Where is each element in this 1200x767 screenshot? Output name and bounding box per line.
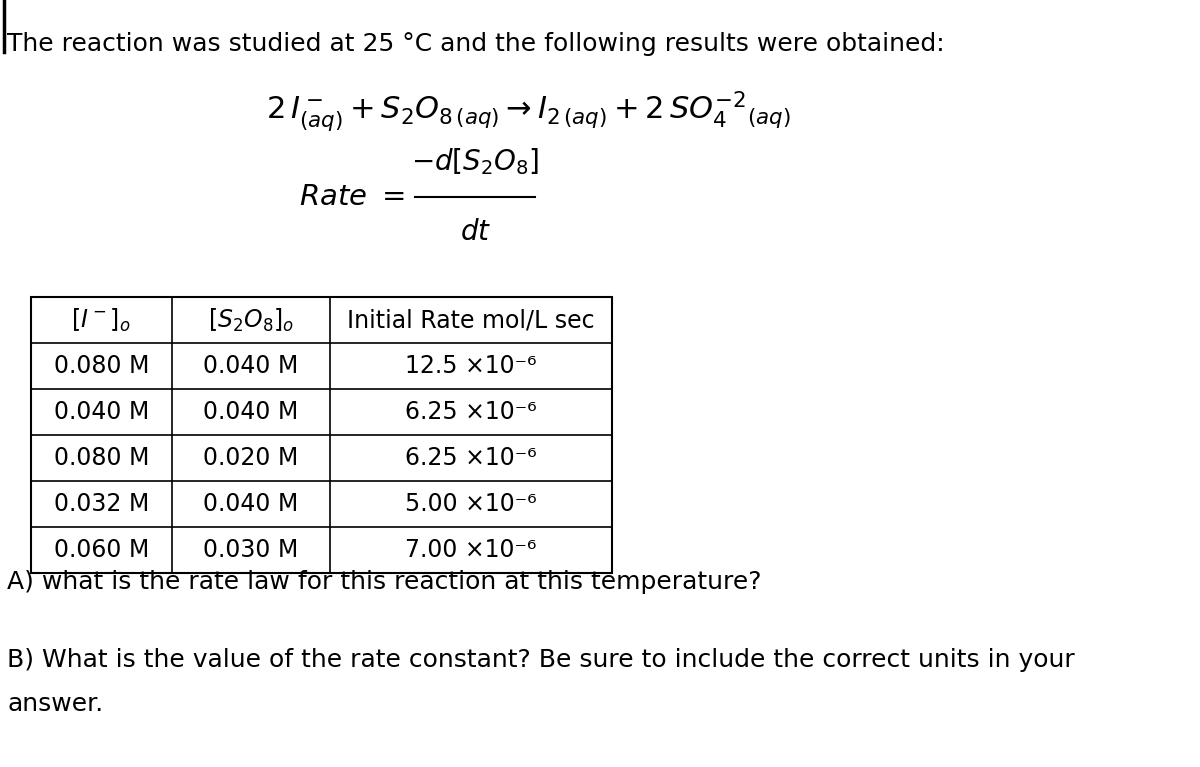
- Text: The reaction was studied at 25 °C and the following results were obtained:: The reaction was studied at 25 °C and th…: [7, 32, 944, 56]
- Text: 7.00 ×10⁻⁶: 7.00 ×10⁻⁶: [406, 538, 536, 562]
- Text: 0.040 M: 0.040 M: [203, 400, 299, 424]
- Text: $-d[S_2O_8]$: $-d[S_2O_8]$: [412, 146, 539, 177]
- Text: 12.5 ×10⁻⁶: 12.5 ×10⁻⁶: [406, 354, 536, 378]
- Text: 6.25 ×10⁻⁶: 6.25 ×10⁻⁶: [406, 400, 536, 424]
- Text: 0.040 M: 0.040 M: [203, 354, 299, 378]
- Text: $Rate\ =$: $Rate\ =$: [299, 183, 404, 211]
- Text: $[S_2O_8]_o$: $[S_2O_8]_o$: [208, 306, 294, 334]
- Text: 0.040 M: 0.040 M: [54, 400, 149, 424]
- Text: 0.060 M: 0.060 M: [54, 538, 149, 562]
- Text: 0.032 M: 0.032 M: [54, 492, 149, 516]
- Text: answer.: answer.: [7, 692, 103, 716]
- Text: 0.080 M: 0.080 M: [54, 446, 149, 470]
- Text: $2\, I^-_{(aq)} + S_2O_{8\,(aq)} \rightarrow I_{2\,(aq)} + 2\, SO_4^{-2}{}_{(aq): $2\, I^-_{(aq)} + S_2O_{8\,(aq)} \righta…: [265, 90, 791, 134]
- Text: A) what is the rate law for this reaction at this temperature?: A) what is the rate law for this reactio…: [7, 570, 762, 594]
- Text: $[I^-]_o$: $[I^-]_o$: [71, 306, 131, 334]
- Text: 0.020 M: 0.020 M: [203, 446, 299, 470]
- Text: 0.080 M: 0.080 M: [54, 354, 149, 378]
- Bar: [31, 297, 612, 573]
- Text: B) What is the value of the rate constant? Be sure to include the correct units : B) What is the value of the rate constan…: [7, 648, 1075, 672]
- Text: 5.00 ×10⁻⁶: 5.00 ×10⁻⁶: [406, 492, 536, 516]
- Text: $dt$: $dt$: [460, 218, 491, 246]
- Text: 0.040 M: 0.040 M: [203, 492, 299, 516]
- Text: 0.030 M: 0.030 M: [203, 538, 299, 562]
- Text: 6.25 ×10⁻⁶: 6.25 ×10⁻⁶: [406, 446, 536, 470]
- Text: Initial Rate mol/L sec: Initial Rate mol/L sec: [347, 308, 595, 332]
